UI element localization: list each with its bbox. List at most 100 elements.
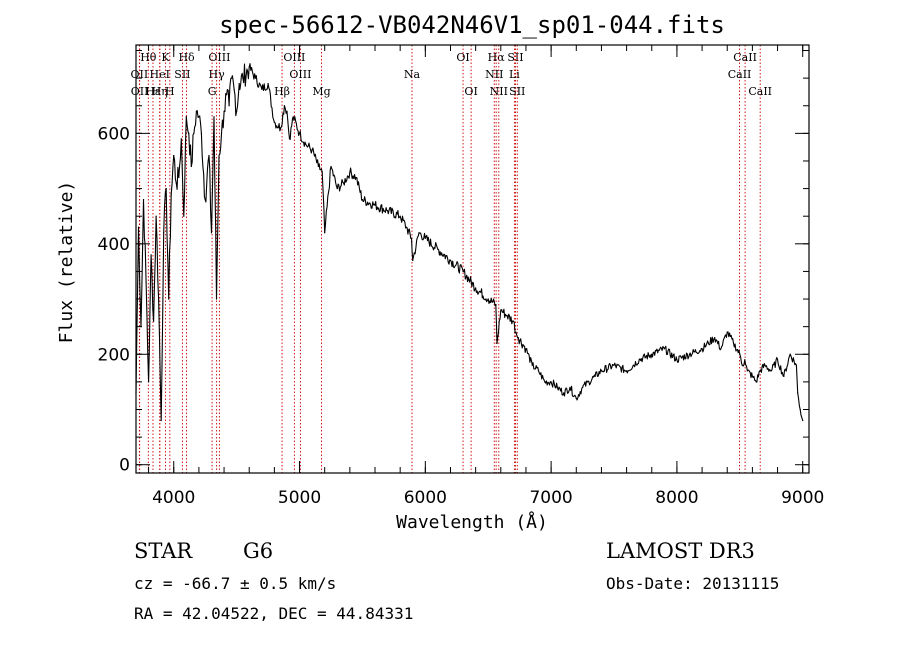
- flux-point-51: [292, 116, 294, 118]
- flux-point-75: [475, 287, 477, 289]
- flux-point-79: [500, 309, 502, 311]
- flux-point-34: [223, 110, 225, 112]
- flux-point-123: [797, 392, 799, 394]
- x-tick-label: 7000: [529, 488, 572, 508]
- flux-point-50: [288, 138, 291, 140]
- flux-point-48: [283, 105, 286, 107]
- flux-point-53: [305, 143, 307, 146]
- line-label-22: NII: [490, 85, 508, 98]
- coordinates: RA = 42.04522, DEC = 44.84331: [134, 604, 414, 623]
- flux-point-71: [424, 237, 426, 239]
- flux-point-68: [410, 237, 413, 239]
- flux-point-110: [739, 353, 741, 355]
- flux-point-7: [153, 320, 155, 322]
- flux-point-23: [193, 132, 195, 134]
- flux-point-37: [231, 77, 233, 79]
- flux-point-35: [225, 94, 228, 96]
- flux-point-97: [613, 364, 615, 366]
- flux-point-83: [517, 337, 520, 339]
- flux-point-24: [195, 110, 197, 112]
- flux-point-42: [248, 66, 250, 68]
- line-label-18: OI: [456, 51, 469, 64]
- line-label-28: CaII: [748, 85, 772, 98]
- flux-point-115: [755, 381, 757, 383]
- flux-point-70: [418, 232, 420, 234]
- flux-point-66: [399, 215, 401, 217]
- line-label-9: Hδ: [178, 51, 195, 64]
- flux-point-31: [215, 298, 218, 300]
- flux-point-81: [512, 320, 514, 322]
- flux-point-40: [238, 83, 240, 85]
- flux-point-63: [361, 199, 364, 201]
- flux-point-30: [213, 116, 215, 118]
- line-label-17: Na: [404, 68, 421, 81]
- flux-point-15: [173, 154, 175, 157]
- line-label-15: Hβ: [274, 85, 290, 98]
- flux-point-13: [168, 298, 170, 300]
- survey-name: LAMOST DR3: [606, 539, 755, 563]
- flux-point-69: [412, 259, 414, 261]
- flux-point-121: [789, 353, 791, 355]
- y-tick-label: 400: [98, 235, 130, 255]
- flux-point-27: [204, 199, 206, 201]
- flux-point-86: [537, 370, 540, 372]
- line-label-11: Hγ: [209, 68, 226, 81]
- flux-point-32: [218, 154, 220, 157]
- y-tick-label: 0: [119, 456, 130, 476]
- x-axis-label: Wavelength (Å): [396, 511, 548, 533]
- flux-point-1: [137, 226, 140, 228]
- flux-point-111: [741, 364, 743, 366]
- flux-point-41: [242, 77, 244, 79]
- line-label-13: OIII: [283, 51, 305, 64]
- flux-point-104: [701, 348, 703, 350]
- flux-point-60: [342, 182, 345, 184]
- flux-point-82: [515, 331, 517, 333]
- flux-point-72: [437, 248, 439, 250]
- flux-point-18: [180, 138, 182, 140]
- flux-point-102: [676, 359, 678, 361]
- line-label-24: Li: [509, 68, 520, 81]
- flux-point-114: [751, 375, 753, 377]
- flux-point-96: [600, 370, 603, 372]
- line-label-6: Hη: [152, 85, 168, 98]
- line-label-3: Hε: [145, 85, 161, 98]
- flux-point-59: [336, 187, 338, 190]
- flux-point-62: [355, 176, 357, 179]
- flux-series-line: [135, 63, 804, 422]
- x-tick-label: 8000: [655, 488, 698, 508]
- line-label-0: Hθ: [140, 51, 157, 64]
- object-subclass: G6: [243, 539, 274, 563]
- flux-point-87: [544, 381, 546, 383]
- flux-point-88: [550, 381, 552, 383]
- flux-point-78: [496, 342, 498, 344]
- flux-point-33: [220, 132, 223, 134]
- flux-point-3: [142, 199, 145, 201]
- flux-point-117: [764, 364, 766, 366]
- flux-point-92: [575, 397, 577, 400]
- flux-point-49: [286, 110, 288, 112]
- line-label-10: OIII: [208, 51, 230, 64]
- flux-point-9: [158, 298, 160, 300]
- flux-point-113: [746, 370, 748, 372]
- flux-point-67: [405, 226, 408, 228]
- flux-point-105: [707, 342, 709, 344]
- flux-point-6: [150, 254, 152, 256]
- y-tick-label: 600: [98, 124, 130, 144]
- flux-point-44: [261, 88, 263, 90]
- line-label-7: H: [165, 85, 175, 98]
- line-label-4: K: [161, 51, 170, 64]
- line-label-19: OI: [464, 85, 477, 98]
- flux-series-group: [135, 63, 804, 422]
- flux-point-4: [145, 281, 147, 284]
- flux-point-57: [324, 232, 326, 234]
- flux-point-76: [487, 298, 489, 300]
- flux-point-14: [170, 193, 172, 195]
- flux-point-112: [744, 359, 746, 361]
- line-label-16: Mg: [312, 85, 330, 98]
- line-label-23: SII: [507, 51, 523, 64]
- y-axis-label: Flux (relative): [56, 181, 77, 344]
- flux-point-20: [185, 116, 187, 118]
- flux-point-25: [198, 116, 200, 118]
- flux-point-36: [228, 105, 230, 107]
- line-label-21: NII: [485, 68, 503, 81]
